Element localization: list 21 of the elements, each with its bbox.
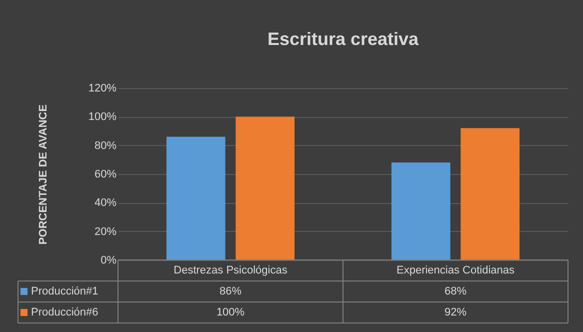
legend-label: Producción#1 <box>31 286 98 298</box>
y-tick-label: 0% <box>100 254 117 266</box>
data-label: 68% <box>444 286 467 298</box>
y-tick-label: 100% <box>88 111 117 124</box>
y-tick-label: 120% <box>88 82 117 94</box>
y-tick-label: 20% <box>94 226 117 238</box>
bar <box>460 128 520 260</box>
bar <box>166 136 226 260</box>
legend-label: Producción#6 <box>31 306 98 318</box>
bar <box>236 116 295 260</box>
y-tick-label: 40% <box>94 197 117 210</box>
data-label: 86% <box>219 286 242 298</box>
data-label: 92% <box>444 306 467 318</box>
y-axis-title: PORCENTAJE DE AVANCE <box>37 104 50 245</box>
data-label: 100% <box>216 306 245 318</box>
x-tick-label: Destrezas Psicológicas <box>174 264 288 276</box>
y-tick-label: 60% <box>94 168 117 180</box>
bar <box>391 162 450 260</box>
chart-title: Escritura creativa <box>267 29 420 49</box>
x-tick-label: Experiencias Cotidianas <box>396 264 515 276</box>
y-tick-label: 80% <box>94 140 117 152</box>
